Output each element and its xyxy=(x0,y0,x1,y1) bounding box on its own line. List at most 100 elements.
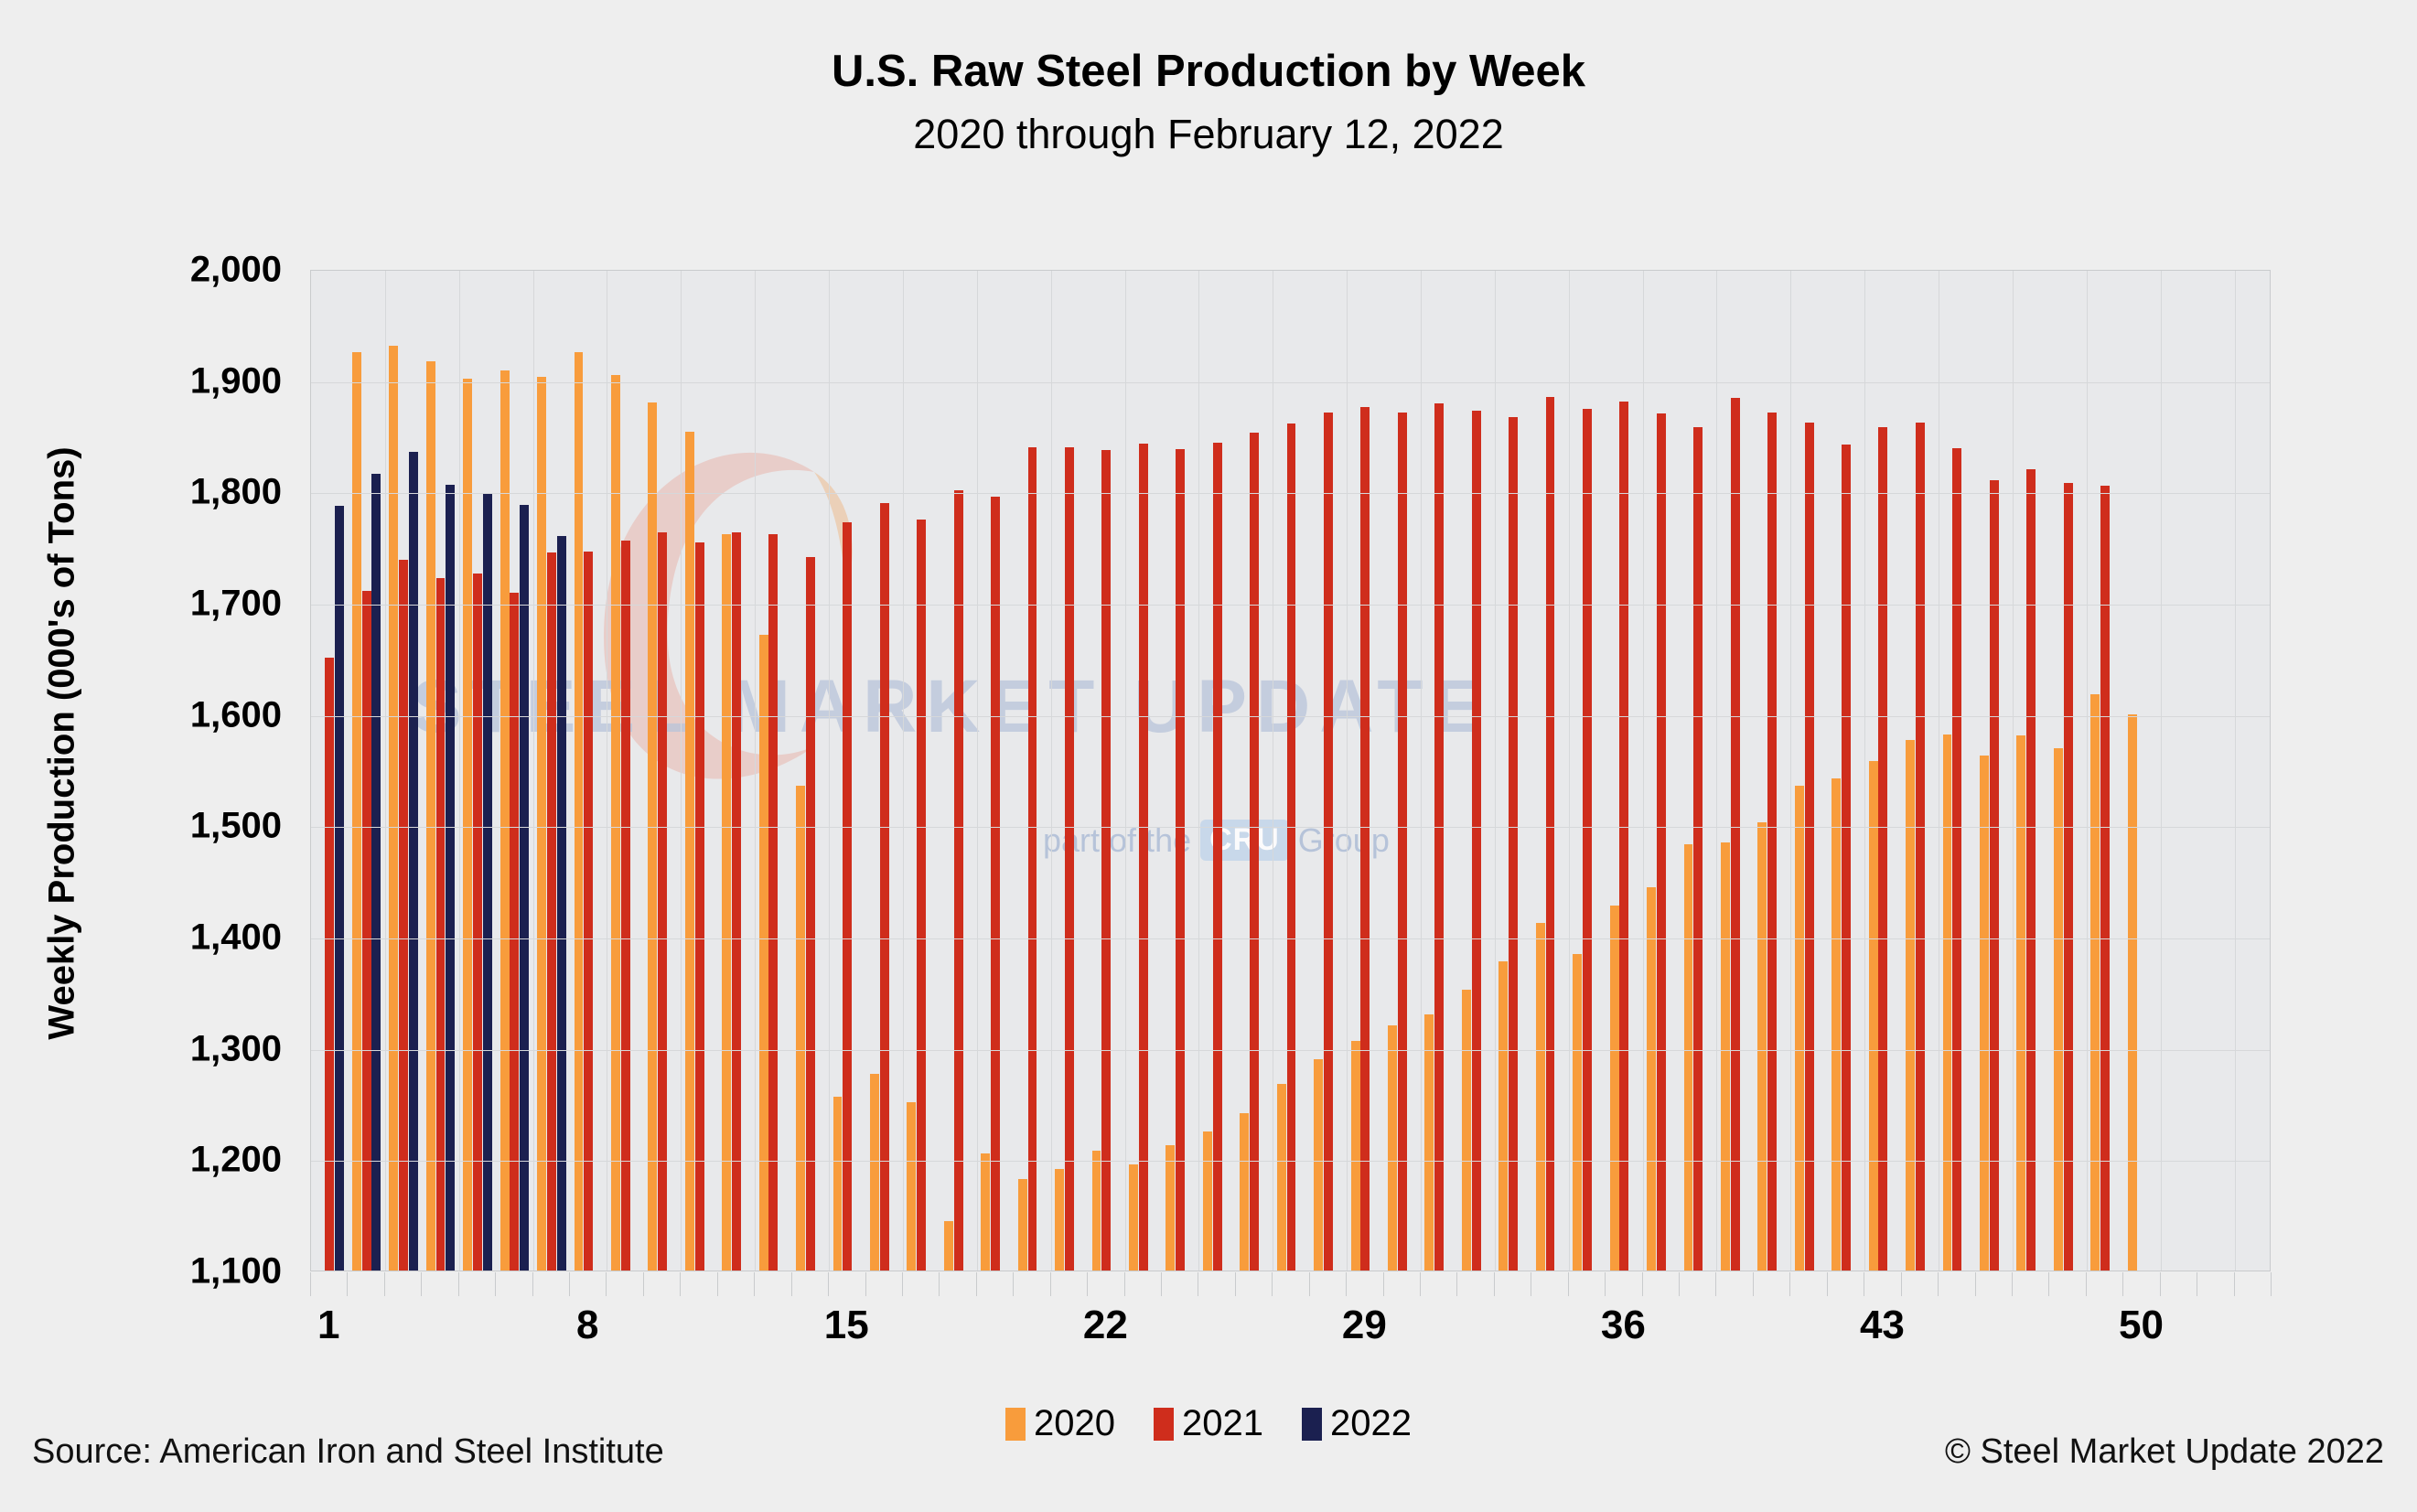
legend-item-2020[interactable]: 2020 xyxy=(1005,1403,1115,1444)
bar-2021-week-33 xyxy=(1509,416,1519,1271)
bar-2020-week-50 xyxy=(2127,713,2137,1271)
x-axis-tick xyxy=(1568,1272,1569,1296)
x-axis-tick xyxy=(1235,1272,1236,1296)
bar-2020-week-11 xyxy=(684,431,694,1271)
bar-2021-week-30 xyxy=(1397,412,1407,1271)
bar-2021-week-36 xyxy=(1619,401,1629,1271)
x-axis-tick xyxy=(1715,1272,1716,1296)
x-axis-tick xyxy=(606,1272,607,1296)
bar-2020-week-44 xyxy=(1906,739,1916,1271)
bar-2021-week-46 xyxy=(1989,480,1999,1271)
vertical-gridline xyxy=(1347,271,1348,1271)
bar-2020-week-49 xyxy=(2090,693,2100,1271)
bar-2020-week-3 xyxy=(389,345,399,1271)
x-axis-tick xyxy=(1901,1272,1902,1296)
x-axis-tick-label: 29 xyxy=(1341,1303,1387,1347)
bar-2020-week-16 xyxy=(869,1073,879,1271)
legend-swatch-2022 xyxy=(1301,1407,1322,1441)
bar-2021-week-47 xyxy=(2026,469,2036,1271)
horizontal-gridline xyxy=(311,1049,2270,1051)
x-axis-tick xyxy=(2012,1272,2013,1296)
x-axis-tick xyxy=(458,1272,459,1296)
vertical-gridline xyxy=(903,271,904,1271)
x-axis-tick xyxy=(1938,1272,1939,1296)
x-axis-tick xyxy=(1346,1272,1347,1296)
bar-2020-week-13 xyxy=(758,635,768,1271)
bar-2020-week-18 xyxy=(943,1221,953,1271)
x-axis-tick xyxy=(1124,1272,1125,1296)
bar-2021-week-39 xyxy=(1730,398,1740,1271)
bar-2020-week-14 xyxy=(796,785,806,1271)
x-axis-tick xyxy=(643,1272,644,1296)
bar-2020-week-45 xyxy=(1942,734,1952,1271)
bar-2021-week-25 xyxy=(1212,442,1222,1271)
bar-2022-week-7 xyxy=(556,536,566,1271)
x-axis-tick xyxy=(976,1272,977,1296)
title-block: U.S. Raw Steel Production by Week 2020 t… xyxy=(0,47,2417,156)
vertical-gridline xyxy=(1569,271,1570,1271)
vertical-gridline xyxy=(1864,271,1865,1271)
horizontal-gridline xyxy=(311,381,2270,383)
vertical-gridline xyxy=(1643,271,1644,1271)
horizontal-gridline xyxy=(311,605,2270,606)
x-axis-tick-label: 8 xyxy=(576,1303,599,1347)
bar-2020-week-31 xyxy=(1424,1014,1434,1271)
horizontal-gridline xyxy=(311,938,2270,939)
y-axis-tick-label: 1,100 xyxy=(189,1250,282,1292)
x-axis-tick xyxy=(2086,1272,2087,1296)
bar-2021-week-15 xyxy=(843,522,853,1271)
y-axis-title: Weekly Production (000's of Tons) xyxy=(41,446,82,1040)
legend-item-2021[interactable]: 2021 xyxy=(1154,1403,1263,1444)
bar-2020-week-29 xyxy=(1350,1041,1360,1271)
x-axis-tick xyxy=(2271,1272,2272,1296)
bar-2020-week-8 xyxy=(574,352,584,1271)
bar-2022-week-2 xyxy=(371,473,381,1271)
x-axis-ticks xyxy=(310,1272,2272,1296)
bar-2020-week-23 xyxy=(1129,1164,1138,1271)
bar-2020-week-2 xyxy=(351,352,361,1271)
x-axis-tick xyxy=(1605,1272,1606,1296)
legend-item-2022[interactable]: 2022 xyxy=(1301,1403,1412,1444)
bar-2021-week-20 xyxy=(1027,446,1037,1271)
bar-2020-week-38 xyxy=(1683,844,1693,1271)
bar-2020-week-17 xyxy=(907,1102,917,1271)
vertical-gridline xyxy=(681,271,682,1271)
bar-2020-week-6 xyxy=(500,370,510,1271)
plot-wrapper: STEEL MARKET UPDATE part of the CRU Grou… xyxy=(310,270,2271,1271)
x-axis-tick-label: 1 xyxy=(317,1303,340,1347)
vertical-gridline xyxy=(1198,271,1199,1271)
x-axis-tick xyxy=(384,1272,385,1296)
x-axis-tick xyxy=(754,1272,755,1296)
x-axis-tick xyxy=(532,1272,533,1296)
x-axis-tick xyxy=(1789,1272,1790,1296)
bar-2021-week-14 xyxy=(805,557,815,1271)
bar-2020-week-47 xyxy=(2016,735,2026,1271)
legend: 2020 2021 2022 xyxy=(0,1403,2417,1444)
bar-2020-week-24 xyxy=(1166,1144,1176,1271)
x-axis-tick-label: 36 xyxy=(1600,1303,1646,1347)
bar-2021-week-40 xyxy=(1767,412,1778,1271)
x-axis-tick xyxy=(2234,1272,2235,1296)
legend-label-2020: 2020 xyxy=(1034,1403,1115,1443)
vertical-gridline xyxy=(1495,271,1496,1271)
legend-label-2021: 2021 xyxy=(1182,1403,1263,1443)
bar-2021-week-10 xyxy=(658,532,668,1271)
bar-2020-week-20 xyxy=(1017,1179,1027,1271)
horizontal-gridline xyxy=(311,1161,2270,1163)
x-axis-tick xyxy=(828,1272,829,1296)
bar-2020-week-4 xyxy=(425,360,435,1271)
bar-2021-week-1 xyxy=(325,657,335,1271)
bar-2020-week-30 xyxy=(1388,1025,1397,1271)
y-axis-tick-label: 1,500 xyxy=(189,805,282,846)
bar-2020-week-27 xyxy=(1276,1083,1286,1271)
bar-2022-week-4 xyxy=(446,485,456,1271)
bar-2021-week-22 xyxy=(1101,450,1112,1271)
vertical-gridline xyxy=(2087,271,2088,1271)
vertical-gridline xyxy=(459,271,460,1271)
bar-2021-week-44 xyxy=(1915,422,1925,1271)
horizontal-gridline xyxy=(311,715,2270,717)
legend-label-2022: 2022 xyxy=(1329,1403,1412,1443)
vertical-gridline xyxy=(1421,271,1422,1271)
bar-2021-week-48 xyxy=(2063,482,2073,1271)
bar-2021-week-29 xyxy=(1360,406,1370,1271)
